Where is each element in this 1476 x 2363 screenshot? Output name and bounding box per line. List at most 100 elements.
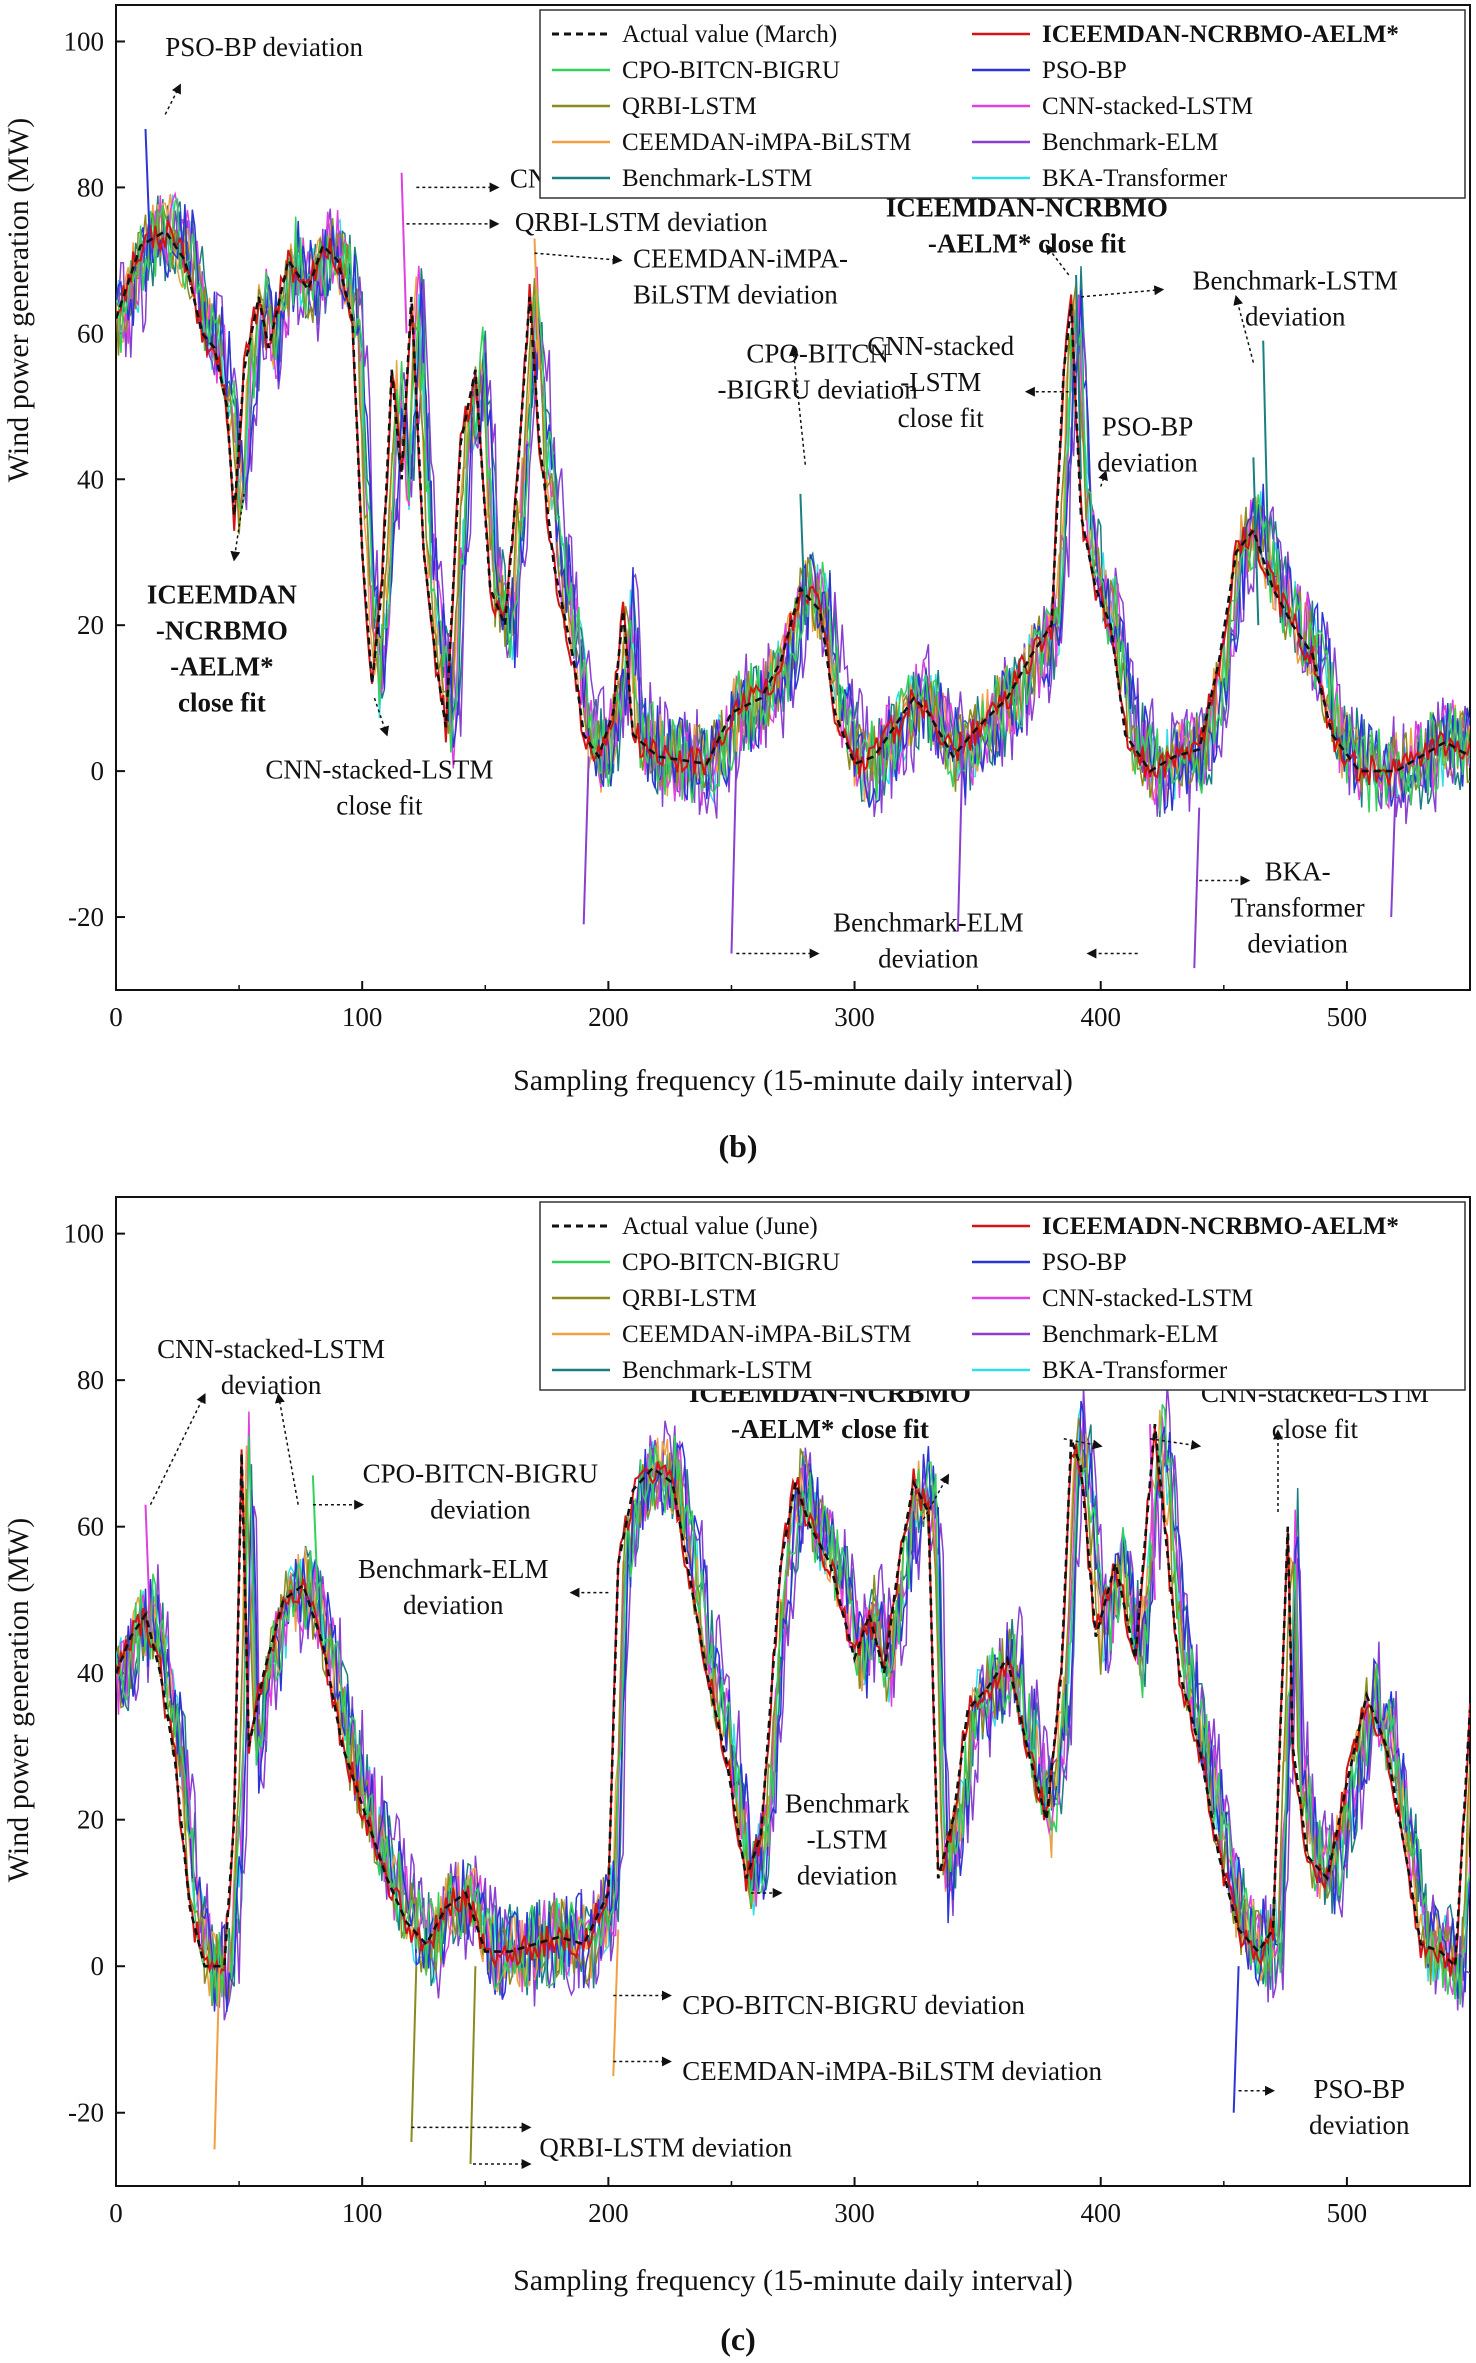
annotation: PSO-BP deviation xyxy=(1309,2074,1410,2140)
spike-cnn-stacked-lstm xyxy=(400,172,408,334)
legend-item: QRBI-LSTM xyxy=(552,1285,757,1312)
spike-benchmark-elm xyxy=(1193,807,1201,969)
annotation-arrow xyxy=(534,252,623,265)
annotation: QRBI-LSTM deviation xyxy=(515,207,768,237)
plot-area-c: -20 0 20 40 60 80 100 0 100 200 300 400 500 CNN-stack… xyxy=(64,1196,1471,2228)
series-line-pso-bp xyxy=(116,204,1470,813)
legend-item: Actual value (June) xyxy=(552,1213,818,1240)
x-tick-label: 100 xyxy=(342,2198,383,2228)
legend-item: CNN-stacked-LSTM xyxy=(972,1285,1253,1312)
legend-label: PSO-BP xyxy=(1042,57,1127,84)
spike-ceemdan-impa-bilstm xyxy=(612,1929,620,2077)
panel-label-b: (b) xyxy=(718,1128,757,1164)
legend-item: ICEEMADN-NCRBMO-AELM* xyxy=(972,1213,1399,1240)
legend-label: ICEEMADN-NCRBMO-AELM* xyxy=(1042,1213,1399,1240)
x-axis-label-c: Sampling frequency (15-minute daily inte… xyxy=(513,2264,1073,2297)
legend-label: CEEMDAN-iMPA-BiLSTM xyxy=(622,1321,911,1348)
legend-item: QRBI-LSTM xyxy=(552,93,757,120)
x-tick-label: 500 xyxy=(1327,2198,1368,2228)
annotation-arrow xyxy=(1149,1438,1202,1450)
legend-item: BKA-Transformer xyxy=(972,1357,1228,1384)
y-axis-label-c: Wind power generation (MW) xyxy=(2,1518,35,1883)
legend-label: Benchmark-ELM xyxy=(1042,1321,1218,1348)
series-line-actual xyxy=(116,229,1470,773)
y-tick-label: 80 xyxy=(77,172,104,202)
y-tick-label: 20 xyxy=(77,610,104,640)
y-tick-label: 100 xyxy=(64,26,105,56)
legend-item: Benchmark-LSTM xyxy=(552,165,812,192)
annotation: CPO-BITCN-BIGRU deviation xyxy=(718,339,919,405)
spike-ceemdan-impa-bilstm xyxy=(533,238,541,370)
legend-item: PSO-BP xyxy=(972,1249,1127,1276)
legend-item: Benchmark-ELM xyxy=(972,129,1218,156)
legend-label: QRBI-LSTM xyxy=(622,1285,757,1312)
legend-item: Benchmark-LSTM xyxy=(552,1357,812,1384)
annotation: Benchmark-ELM deviation xyxy=(833,908,1023,974)
annotation-arrow xyxy=(149,1393,206,1506)
plot-area-b: -20 0 20 40 60 80 100 0 100 200 300 400 500 PSO-BP de… xyxy=(64,4,1471,1032)
x-tick-label: 400 xyxy=(1080,1002,1121,1032)
annotation: CNN-stacked-LSTM deviation xyxy=(157,1334,385,1400)
y-tick-label: 60 xyxy=(77,1512,104,1542)
annotation-arrow xyxy=(788,345,807,465)
legend-label: QRBI-LSTM xyxy=(622,93,757,120)
panel-c: -20 0 20 40 60 80 100 0 100 200 300 400 500 CNN-stack… xyxy=(2,1196,1471,2357)
legend-label: Benchmark-ELM xyxy=(1042,129,1218,156)
x-tick-label: 500 xyxy=(1327,1002,1368,1032)
spike-qrbi-lstm xyxy=(410,1966,418,2143)
legend-item: CPO-BITCN-BIGRU xyxy=(552,1249,840,1276)
y-tick-label: 20 xyxy=(77,1805,104,1835)
spike-cpo-bitcn-bigru xyxy=(311,1475,319,1600)
spike-cnn-stacked-lstm xyxy=(144,1504,152,1637)
spike-benchmark-elm xyxy=(730,756,738,954)
legend-label: Actual value (March) xyxy=(622,21,837,48)
legend-item: CEEMDAN-iMPA-BiLSTM xyxy=(552,129,911,156)
x-tick-label: 0 xyxy=(109,2198,123,2228)
legend-label: CNN-stacked-LSTM xyxy=(1042,1285,1253,1312)
y-tick-label: 40 xyxy=(77,1658,104,1688)
annotation-arrow xyxy=(274,1392,299,1505)
annotation: PSO-BP deviation xyxy=(165,32,363,62)
x-tick-label: 200 xyxy=(588,2198,629,2228)
panel-b: -20 0 20 40 60 80 100 0 100 200 300 400 500 PSO-BP de… xyxy=(2,4,1471,1164)
legend-label: BKA-Transformer xyxy=(1042,1357,1228,1384)
annotation: CPO-BITCN-BIGRU deviation xyxy=(682,1990,1025,2020)
series-group xyxy=(116,128,1470,969)
y-tick-label: -20 xyxy=(68,902,104,932)
legend-label: CEEMDAN-iMPA-BiLSTM xyxy=(622,129,911,156)
annotation-arrow xyxy=(230,493,245,562)
spike-benchmark-elm xyxy=(1390,771,1398,918)
spike-qrbi-lstm xyxy=(469,1966,477,2165)
x-tick-label: 100 xyxy=(342,1002,383,1032)
y-tick-label: 0 xyxy=(91,1951,105,1981)
annotation: CPO-BITCN-BIGRU deviation xyxy=(363,1459,599,1525)
annotation-arrow xyxy=(1080,285,1165,298)
legend-item: CEEMDAN-iMPA-BiLSTM xyxy=(552,1321,911,1348)
spike-benchmark-elm xyxy=(956,734,964,932)
legend-label: CPO-BITCN-BIGRU xyxy=(622,1249,840,1276)
legend-label: Benchmark-LSTM xyxy=(622,165,812,192)
legend-label: Benchmark-LSTM xyxy=(622,1357,812,1384)
legend-item: Actual value (March) xyxy=(552,21,837,48)
spike-cnn-stacked-lstm xyxy=(1149,1424,1156,1600)
annotation: Benchmark-ELM deviation xyxy=(358,1554,548,1620)
spike-benchmark-lstm xyxy=(1075,274,1082,480)
x-tick-label: 400 xyxy=(1080,2198,1121,2228)
x-tick-label: 200 xyxy=(588,1002,629,1032)
y-tick-label: 80 xyxy=(77,1365,104,1395)
y-tick-label: 100 xyxy=(64,1219,105,1249)
plot-frame xyxy=(115,4,1471,991)
series-line-actual xyxy=(116,1423,1470,1970)
annotation: CEEMDAN-iMPA-BiLSTM deviation xyxy=(682,2056,1102,2086)
series-group xyxy=(116,1384,1470,2165)
panel-label-c: (c) xyxy=(720,2321,756,2357)
annotation-arrow xyxy=(1063,1438,1103,1450)
annotation-arrow xyxy=(164,83,181,115)
y-tick-label: 60 xyxy=(77,318,104,348)
x-tick-label: 300 xyxy=(834,2198,875,2228)
plot-frame xyxy=(115,1196,1471,2187)
